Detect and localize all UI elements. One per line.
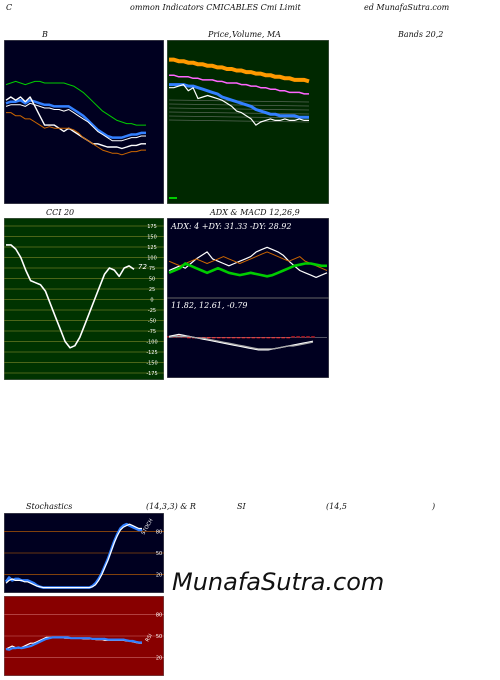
series-line-1: [5, 636, 142, 651]
macd-chart: 11.82, 12.61, -0.79: [167, 298, 329, 378]
osc-tick-label: 50: [156, 634, 162, 640]
macd-hist-bar: [206, 337, 211, 339]
price-title-c: Bands 20,2: [398, 30, 444, 39]
macd-hist-bar: [291, 336, 295, 338]
macd-hist-bar: [221, 337, 226, 339]
stoch-title-a: Stochastics: [26, 502, 73, 511]
macd-hist-bar: [246, 337, 251, 339]
cci-tick-label: 0: [150, 298, 153, 304]
macd-hist-bar: [251, 337, 256, 339]
rsi-label: RSI: [145, 633, 154, 643]
series-line-1: [169, 74, 309, 95]
price-title-a: Price,: [208, 30, 232, 39]
cci-tick-label: -100: [146, 340, 157, 346]
series-line-2: [169, 83, 309, 119]
price-ma-line: [168, 115, 310, 119]
macd-hist-bar: [271, 337, 276, 339]
stoch-title-c: SI: [237, 502, 246, 511]
macd-line-1: [168, 335, 314, 350]
series-line-1: [5, 98, 146, 139]
macd-text: 11.82, 12.61, -0.79: [171, 301, 248, 310]
osc-tick-label: 20: [156, 656, 162, 662]
header-right: ed MunafaSutra.com: [364, 3, 450, 12]
price-ma-line: [168, 119, 310, 123]
series-line-2: [5, 102, 146, 142]
macd-hist-bar: [236, 337, 241, 339]
series-line-4: [6, 112, 146, 156]
macd-hist-bar: [276, 337, 280, 339]
osc-tick-label: 20: [156, 573, 162, 579]
macd-hist-bar: [301, 336, 305, 338]
series-line-1: [5, 523, 142, 589]
series-line-0: [5, 80, 146, 126]
adx-title: ADX & MACD 12,26,9: [210, 208, 300, 217]
macd-hist-bar: [311, 336, 315, 338]
price-title-b: Volume, MA: [232, 30, 281, 39]
stoch-title-b: (14,3,3) & R: [146, 502, 196, 511]
macd-hist-bar: [296, 336, 300, 338]
osc-tick-label: 50: [156, 551, 162, 557]
macd-hist-bar: [211, 337, 216, 339]
price-ma-line: [168, 111, 310, 115]
series-line-3: [5, 96, 146, 150]
macd-hist-bar: [281, 337, 285, 339]
macd-hist-bar: [261, 337, 266, 339]
osc-tick-label: 80: [156, 612, 162, 618]
macd-hist-bar: [187, 337, 191, 339]
cci-tick-label: 50: [149, 277, 155, 283]
macd-hist-bar: [256, 337, 261, 339]
cci-tick-label: -25: [148, 308, 156, 314]
bollinger-chart: [4, 40, 164, 204]
osc-tick-label: 80: [156, 529, 162, 535]
header-title: ommon Indicators CMICABLES Cmi Limit: [130, 3, 301, 12]
cci-title: CCI 20: [46, 208, 75, 217]
price-ma-line: [168, 107, 310, 111]
cci-current-label: 72: [138, 263, 147, 271]
watermark: MunafaSutra.com: [172, 568, 385, 596]
macd-hist-bar: [266, 337, 271, 339]
cci-tick-label: 175: [147, 224, 157, 230]
price-ma-line: [168, 103, 310, 107]
price-chart: [167, 40, 329, 204]
macd-hist-bar: [241, 337, 246, 339]
rsi-chart: RSI 80 50 20: [4, 596, 164, 676]
series-line-2: [168, 262, 327, 278]
cci-tick-label: 75: [149, 266, 155, 272]
macd-hist-bar: [226, 337, 231, 339]
cci-tick-label: 150: [147, 235, 157, 241]
macd-hist-bar: [231, 337, 236, 339]
stoch-title-d: (14,5: [326, 502, 347, 511]
series-line-0: [169, 57, 310, 84]
adx-chart: ADX: 4 +DY: 31.33 -DY: 28.92: [167, 218, 329, 298]
cci-tick-label: 100: [147, 256, 157, 262]
header-left: C: [6, 3, 13, 12]
stoch-title-e: ): [432, 502, 436, 511]
cci-tick-label: -75: [148, 329, 156, 335]
cci-tick-label: -175: [146, 371, 157, 377]
cci-tick-label: -50: [148, 319, 156, 325]
bb-title: B: [42, 30, 48, 39]
series-line-0: [6, 244, 135, 349]
cci-tick-label: -150: [146, 361, 157, 367]
cci-chart: 175 150 125 100 75 50 25 0 -25 -50 -75 -100 -125 -150…: [4, 218, 164, 380]
macd-hist-bar: [286, 337, 290, 339]
cci-tick-label: -125: [146, 350, 157, 356]
macd-hist-bar: [306, 336, 310, 338]
cci-tick-label: 125: [147, 245, 157, 251]
cci-tick-label: 25: [149, 287, 155, 293]
adx-text: ADX: 4 +DY: 31.33 -DY: 28.92: [170, 222, 291, 231]
macd-hist-bar: [216, 337, 221, 339]
series-line-3: [169, 83, 309, 126]
series-line-1: [168, 251, 328, 271]
